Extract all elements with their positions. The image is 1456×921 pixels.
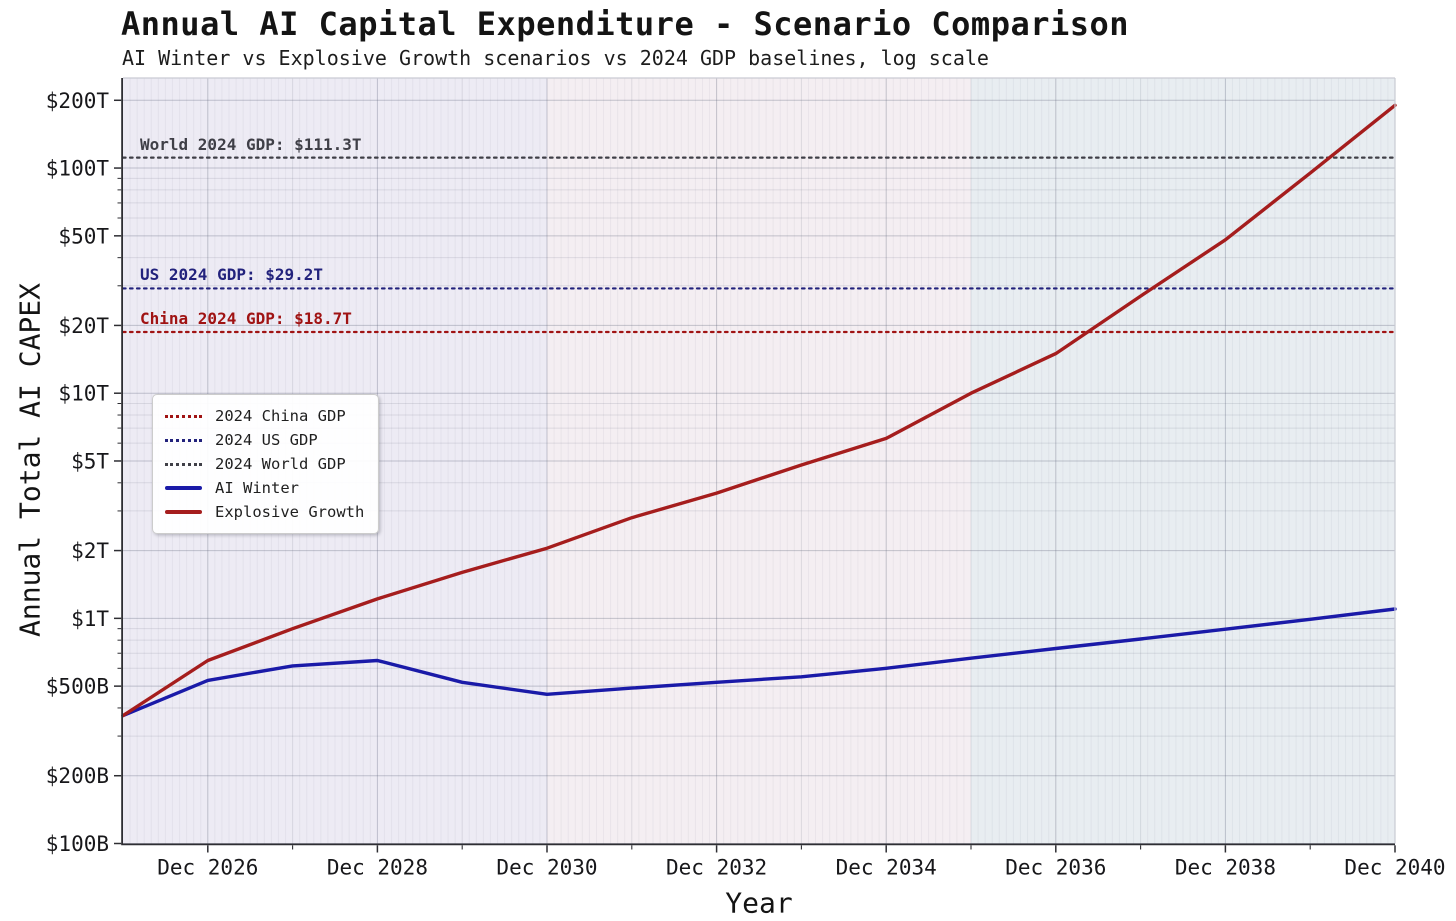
y-tick-label: $5T — [71, 449, 109, 473]
x-tick-label: Dec 2034 — [836, 856, 937, 880]
legend-swatch-dotted — [165, 438, 202, 442]
series-line-explosive-growth — [121, 103, 1397, 718]
gdp-annotation-2024-china-gdp: China 2024 GDP: $18.7T — [140, 309, 352, 328]
y-tick-label: $500B — [46, 675, 109, 699]
series-line-ai-winter — [121, 607, 1397, 718]
legend-swatch-dotted — [165, 414, 202, 418]
chart-title: Annual AI Capital Expenditure - Scenario… — [121, 5, 1130, 43]
y-tick-label: $100B — [46, 832, 109, 856]
legend-item-explosive-growth: Explosive Growth — [165, 500, 364, 524]
legend-label: 2024 China GDP — [215, 407, 346, 425]
legend-item-2024-us-gdp: 2024 US GDP — [165, 428, 364, 452]
chart-subtitle: AI Winter vs Explosive Growth scenarios … — [122, 46, 989, 70]
y-tick-label: $200T — [46, 89, 110, 113]
scenario-band-2 — [547, 78, 971, 844]
x-tick-label: Dec 2036 — [1005, 856, 1106, 880]
gdp-annotation-2024-us-gdp: US 2024 GDP: $29.2T — [140, 265, 324, 285]
legend-item-2024-china-gdp: 2024 China GDP — [165, 404, 364, 428]
scenario-band-3 — [971, 78, 1395, 844]
x-tick-label: Dec 2028 — [327, 856, 428, 880]
x-tick-label: Dec 2030 — [496, 856, 597, 880]
x-tick-label: Dec 2038 — [1175, 856, 1276, 880]
y-tick-label: $50T — [58, 224, 109, 248]
legend-swatch-dotted — [165, 462, 202, 466]
legend: 2024 China GDP 2024 US GDP 2024 World GDP A… — [152, 394, 380, 534]
x-tick-label: Dec 2032 — [666, 856, 767, 880]
legend-item-2024-world-gdp: 2024 World GDP — [165, 452, 364, 476]
y-tick-label: $1T — [71, 607, 109, 631]
legend-swatch-solid — [165, 486, 202, 490]
x-axis-label: Year — [725, 886, 793, 920]
y-tick-label: $100T — [46, 157, 110, 181]
y-tick-label: $200B — [46, 764, 109, 788]
legend-label: 2024 US GDP — [215, 431, 318, 449]
x-tick-label: Dec 2040 — [1344, 856, 1445, 880]
legend-item-ai-winter: AI Winter — [165, 476, 364, 500]
legend-label: AI Winter — [215, 479, 299, 497]
y-tick-label: $20T — [58, 314, 109, 338]
legend-label: Explosive Growth — [215, 503, 365, 521]
legend-swatch-solid — [165, 510, 202, 514]
y-tick-label: $2T — [71, 539, 109, 563]
gdp-annotation-2024-world-gdp: World 2024 GDP: $111.3T — [140, 134, 362, 154]
y-tick-label: $10T — [58, 382, 109, 406]
x-tick-label: Dec 2026 — [157, 856, 258, 880]
legend-label: 2024 World GDP — [215, 455, 346, 473]
y-axis-label: Annual Total AI CAPEX — [13, 282, 47, 638]
